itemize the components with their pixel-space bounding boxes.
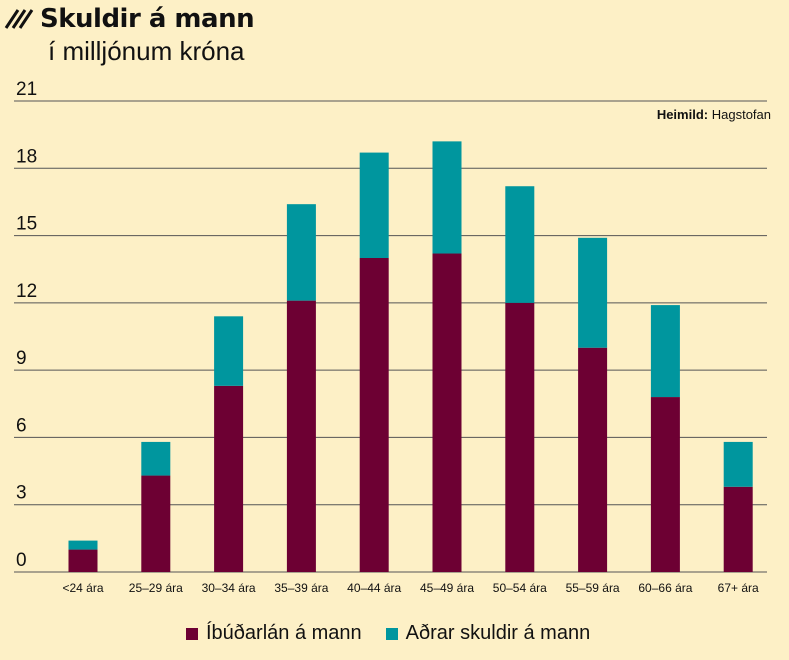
y-tick-label: 21 — [16, 79, 37, 100]
y-axis-ticks: 0 3 6 9 12 15 18 21 — [16, 79, 37, 571]
x-tick-label: 25–29 ára — [129, 581, 183, 595]
bar-segment — [578, 347, 608, 572]
x-tick-label: 40–44 ára — [347, 581, 401, 595]
y-tick-label: 3 — [16, 483, 27, 504]
x-tick-label: 30–34 ára — [202, 581, 256, 595]
bar-segment — [432, 141, 462, 254]
bar-segment — [141, 475, 171, 572]
bar-segment — [141, 441, 171, 476]
bar-segment — [650, 305, 680, 398]
bar-segment — [68, 540, 98, 550]
bar-segment — [505, 186, 535, 303]
bar-segment — [723, 441, 753, 487]
x-tick-label: <24 ára — [62, 581, 103, 595]
y-tick-label: 9 — [16, 348, 27, 369]
bar-segment — [432, 253, 462, 572]
bar-segment — [214, 385, 244, 572]
legend-swatch-other — [385, 627, 398, 640]
bar-segment — [286, 300, 316, 572]
bar-segment — [214, 316, 244, 386]
legend: Íbúðarlán á mann Aðrar skuldir á mann — [186, 622, 614, 645]
x-tick-label: 67+ ára — [718, 581, 759, 595]
x-tick-label: 55–59 ára — [566, 581, 620, 595]
y-tick-label: 6 — [16, 415, 27, 436]
bar-segment — [723, 486, 753, 572]
legend-item-housing: Íbúðarlán á mann — [186, 622, 362, 645]
bar-segment — [578, 237, 608, 348]
chart-title: Skuldir á mann — [40, 4, 255, 34]
bar-segment — [359, 152, 389, 258]
bar-segment — [650, 397, 680, 572]
x-tick-label: 35–39 ára — [274, 581, 328, 595]
source-note: Heimild: Hagstofan — [657, 107, 771, 122]
y-tick-label: 18 — [16, 146, 37, 167]
bar-segment — [286, 204, 316, 301]
source-label: Heimild: — [656, 107, 709, 122]
bar-segment — [359, 258, 389, 572]
legend-label-other: Aðrar skuldir á mann — [405, 622, 591, 644]
x-tick-label: 50–54 ára — [493, 581, 547, 595]
x-tick-label: 60–66 ára — [638, 581, 692, 595]
bars — [68, 141, 753, 572]
source-value: Hagstofan — [711, 107, 771, 122]
x-axis-labels: <24 ára 25–29 ára 30–34 ára 35–39 ára 40–44 … — [62, 581, 759, 595]
legend-swatch-housing — [186, 627, 198, 640]
y-tick-label: 0 — [16, 550, 27, 571]
bar-segment — [505, 302, 535, 572]
bar-segment — [68, 549, 98, 572]
legend-item-other: Aðrar skuldir á mann — [385, 622, 591, 645]
x-tick-label: 45–49 ára — [420, 581, 474, 595]
title-block: Skuldir á mann í milljónum króna — [4, 4, 255, 67]
legend-label-housing: Íbúðarlán á mann — [206, 622, 362, 644]
hatch-icon — [4, 9, 34, 29]
y-tick-label: 12 — [16, 281, 37, 302]
chart-subtitle: í milljónum króna — [48, 36, 245, 66]
y-tick-label: 15 — [16, 214, 37, 235]
grid-lines — [14, 100, 767, 573]
